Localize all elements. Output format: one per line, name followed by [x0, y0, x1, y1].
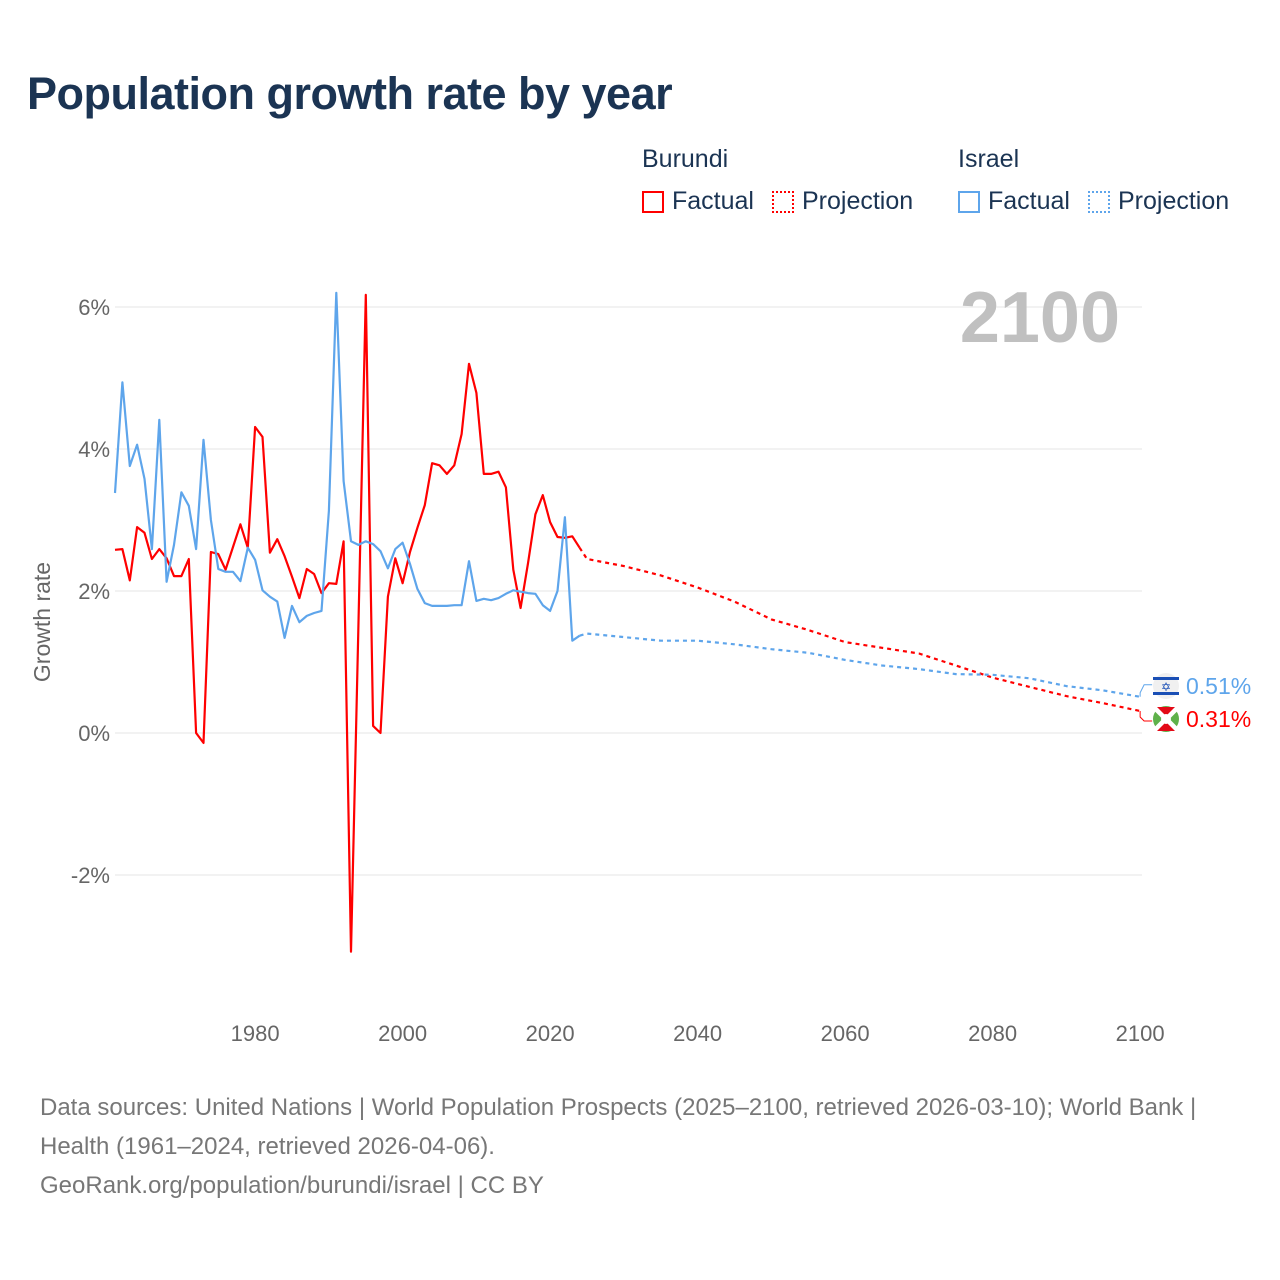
legend-burundi: Burundi Factual Projection: [642, 145, 931, 216]
x-tick-label: 2100: [1116, 1021, 1165, 1046]
x-tick-label: 2080: [968, 1021, 1017, 1046]
series-israel-projection: [579, 632, 1141, 698]
source-link[interactable]: GeoRank.org/population/burundi/israel | …: [40, 1172, 544, 1199]
year-indicator: 2100: [960, 278, 1120, 358]
chart-title: Population growth rate by year: [27, 68, 673, 119]
legend-swatch-factual: [958, 190, 980, 213]
legend-label-projection[interactable]: Projection: [1117, 187, 1230, 215]
y-tick-label: 6%: [78, 295, 110, 320]
connector-burundi: [1139, 710, 1153, 722]
y-tick-label: 2%: [78, 579, 110, 604]
x-tick-label: 2020: [526, 1021, 575, 1046]
legend-swatch-projection: [771, 190, 794, 213]
x-tick-label: 2060: [821, 1021, 870, 1046]
legend-label-factual[interactable]: Factual: [672, 187, 754, 215]
legend-israel: Israel Factual Projection: [958, 145, 1247, 216]
legend-group-name: Burundi: [642, 145, 729, 173]
y-tick-label: 0%: [78, 721, 110, 746]
legend-swatch-factual: [642, 190, 664, 213]
connector-israel: [1139, 684, 1153, 697]
series-burundi-projection: [578, 547, 1141, 713]
legend-group-name: Israel: [958, 145, 1020, 173]
series-israel-factual: [113, 291, 581, 642]
israel-flag-stripe: [1153, 677, 1179, 680]
y-axis-label: Growth rate: [29, 562, 55, 682]
chart-plot: -2%0%2%4%6%1980 2000 2020 2040 2060 2080 2100 …: [29, 278, 1251, 1046]
x-tick-label: 1980: [231, 1021, 280, 1046]
data-sources: Data sources: United Nations | World Pop…: [40, 1094, 1197, 1160]
end-label-israel: ✡ 0.51%: [1153, 673, 1251, 699]
x-tick-label: 2000: [378, 1021, 427, 1046]
y-tick-label: 4%: [78, 437, 110, 462]
end-label-burundi: 0.31%: [1153, 706, 1251, 732]
series-burundi-factual: [114, 293, 581, 953]
legend-label-factual[interactable]: Factual: [988, 187, 1070, 215]
burundi-flag-disc: [1161, 714, 1171, 724]
star-of-david-icon: ✡: [1161, 680, 1171, 694]
footer: Data sources: United Nations | World Pop…: [40, 1088, 1240, 1205]
x-tick-label: 2040: [673, 1021, 722, 1046]
legend-swatch-projection: [1087, 190, 1110, 213]
end-value-burundi: 0.31%: [1186, 706, 1251, 732]
burundi-flag-red: [1157, 707, 1175, 731]
end-value-israel: 0.51%: [1186, 673, 1251, 699]
israel-flag-stripe: [1153, 692, 1179, 695]
legend-label-projection[interactable]: Projection: [801, 187, 914, 215]
y-tick-label: -2%: [71, 863, 110, 888]
